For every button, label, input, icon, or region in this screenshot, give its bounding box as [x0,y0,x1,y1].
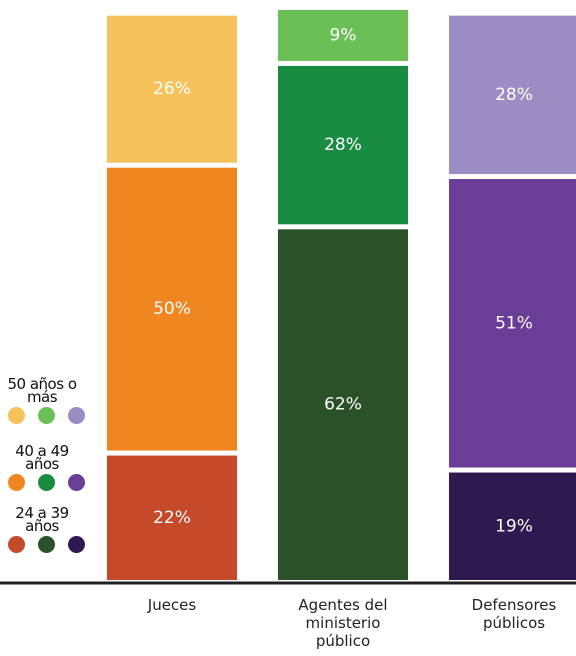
legend-swatch [68,536,85,553]
value-label: 62% [324,395,362,415]
value-label: 51% [495,313,533,333]
value-label: 9% [330,25,357,45]
legend-swatch [8,474,25,491]
legend-swatch [38,536,55,553]
bar-segment [449,15,576,175]
legend-swatch [38,407,55,424]
value-label: 28% [495,85,533,105]
legend-swatches [0,536,96,553]
legend-swatches [0,474,96,491]
value-label: 22% [153,508,191,528]
x-tick-label: Agentes del ministerio público [298,596,388,650]
legend-swatch [8,536,25,553]
legend-label: 40 a 49 años [15,442,69,473]
value-label: 28% [324,135,362,155]
x-tick-label: Defensores públicos [471,596,557,632]
legend-swatch [68,474,85,491]
bar-segment [278,65,408,225]
legend-item: 40 a 49 años [0,442,96,491]
bar-segment [107,15,237,163]
legend-item: 24 a 39 años [0,504,96,553]
value-label: 26% [153,79,191,99]
legend-swatches [0,407,96,424]
legend-label: 50 años o más [7,375,78,406]
bar-segment [278,229,408,581]
bar-segment [449,179,576,468]
legend-swatch [68,407,85,424]
legend-swatch [38,474,55,491]
bar-segment [107,167,237,451]
legend-swatch [8,407,25,424]
legend-item: 50 años o más [0,375,96,424]
legend-label: 24 a 39 años [15,504,69,535]
bar-segment [107,455,237,580]
value-label: 19% [495,516,533,536]
bar-segment [449,472,576,580]
value-label: 50% [153,299,191,319]
x-tick-label: Jueces [147,596,197,614]
bar-segment [278,10,408,61]
